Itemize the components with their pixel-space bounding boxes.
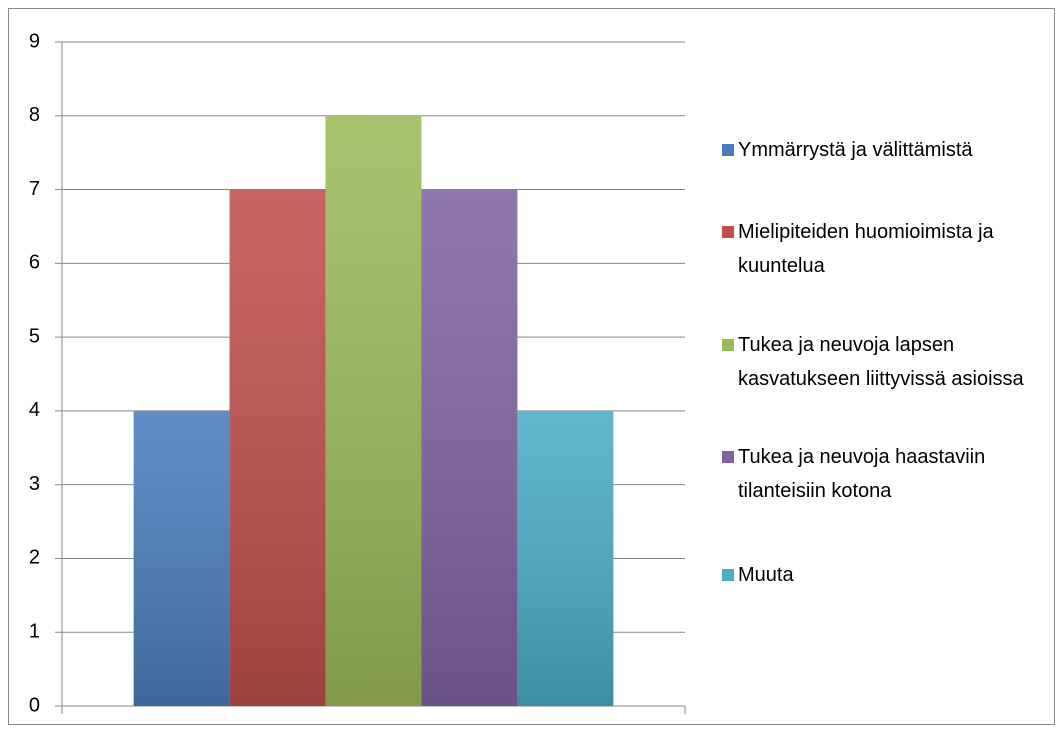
legend-swatch <box>722 226 734 238</box>
legend-label: Ymmärrystä ja välittämistä <box>738 139 973 161</box>
y-tick-label: 7 <box>29 178 40 200</box>
y-tick-label: 1 <box>29 621 40 643</box>
legend-label: Tukea ja neuvoja lapsen kasvatukseen lii… <box>738 334 1024 390</box>
legend-swatch <box>722 144 734 156</box>
y-tick-label: 4 <box>29 399 40 421</box>
bar <box>325 115 422 707</box>
bar <box>421 189 518 707</box>
legend-swatch <box>722 569 734 581</box>
legend-label: Tukea ja neuvoja haastaviin tilanteisiin… <box>738 446 986 502</box>
bar <box>229 189 326 707</box>
y-tick-label: 9 <box>29 30 40 52</box>
legend-entry: Tukea ja neuvoja haastaviin tilanteisiin… <box>722 440 1052 508</box>
legend-entry: Muuta <box>722 558 1052 592</box>
legend-label: Muuta <box>738 564 794 586</box>
legend-entry: Tukea ja neuvoja lapsen kasvatukseen lii… <box>722 328 1052 396</box>
y-tick-label: 6 <box>29 252 40 274</box>
legend-swatch <box>722 451 734 463</box>
y-tick-label: 3 <box>29 473 40 495</box>
legend-entry: Ymmärrystä ja välittämistä <box>722 133 1052 167</box>
bar <box>517 410 614 706</box>
legend-entry: Mielipiteiden huomioimista ja kuuntelua <box>722 215 1052 283</box>
y-tick-label: 5 <box>29 325 40 347</box>
legend-label: Mielipiteiden huomioimista ja kuuntelua <box>738 221 994 277</box>
y-tick-label: 8 <box>29 104 40 126</box>
bar <box>133 410 230 706</box>
y-tick-label: 2 <box>29 547 40 569</box>
y-tick-label: 0 <box>29 694 40 716</box>
legend-swatch <box>722 339 734 351</box>
